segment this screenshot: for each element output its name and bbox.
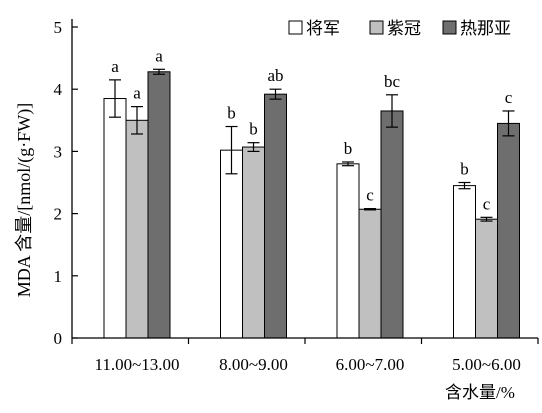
significance-letter-3-3: bc <box>384 72 401 91</box>
y-axis-label: MDA 含量/[nmol/(g·FW)] <box>14 103 35 297</box>
axes-layer: 0 1 2 3 4 5 11.00~13.00 8.00~9.00 6.00~7.00 5.00~… <box>54 18 539 374</box>
bars-layer <box>103 71 520 339</box>
x-tick-label-4: 5.00~6.00 <box>452 355 521 374</box>
x-axis-label: 含水量/% <box>445 383 515 402</box>
bar-3-1 <box>147 71 171 339</box>
legend: 将军 紫冠 热那亚 <box>288 19 511 38</box>
bar-1-3 <box>336 163 360 339</box>
y-tick-label-4: 4 <box>54 80 63 99</box>
bar-2-4 <box>475 218 498 339</box>
legend-label-2: 紫冠 <box>387 19 421 38</box>
bar-1-4 <box>453 185 476 339</box>
significance-letter-1-3: b <box>344 139 353 158</box>
x-tick-label-3: 6.00~7.00 <box>336 355 405 374</box>
bar-3-2 <box>264 93 287 339</box>
legend-swatch-1 <box>288 20 303 35</box>
legend-label-1: 将军 <box>306 19 340 38</box>
bar-3-4 <box>497 122 520 339</box>
bar-2-1 <box>125 119 149 339</box>
y-tick-label-5: 5 <box>54 18 63 37</box>
bar-2-3 <box>358 208 382 339</box>
significance-letter-1-4: b <box>460 160 469 179</box>
x-tick-label-2: 8.00~9.00 <box>219 355 288 374</box>
legend-swatch-3 <box>442 20 457 35</box>
bar-1-2 <box>220 149 243 339</box>
legend-label-3: 热那亚 <box>460 19 511 38</box>
significance-letter-2-2: b <box>249 120 258 139</box>
significance-letter-1-2: b <box>227 104 236 123</box>
error-bars-layer <box>109 68 515 222</box>
bar-2-2 <box>242 146 265 339</box>
legend-swatch-2 <box>369 20 384 35</box>
significance-letter-3-2: ab <box>267 66 283 85</box>
bar-3-3 <box>380 110 404 339</box>
y-tick-label-2: 2 <box>54 205 63 224</box>
significance-letter-2-4: c <box>483 194 491 213</box>
significance-letter-1-1: a <box>111 57 119 76</box>
y-tick-label-0: 0 <box>54 329 63 348</box>
significance-letter-3-1: a <box>155 46 163 65</box>
y-tick-label-3: 3 <box>54 142 63 161</box>
significance-letter-2-3: c <box>366 186 374 205</box>
significance-letter-2-1: a <box>133 84 141 103</box>
x-tick-label-1: 11.00~13.00 <box>94 355 179 374</box>
bar-1-1 <box>103 98 127 339</box>
significance-letter-3-4: c <box>505 88 513 107</box>
y-tick-label-1: 1 <box>54 267 63 286</box>
